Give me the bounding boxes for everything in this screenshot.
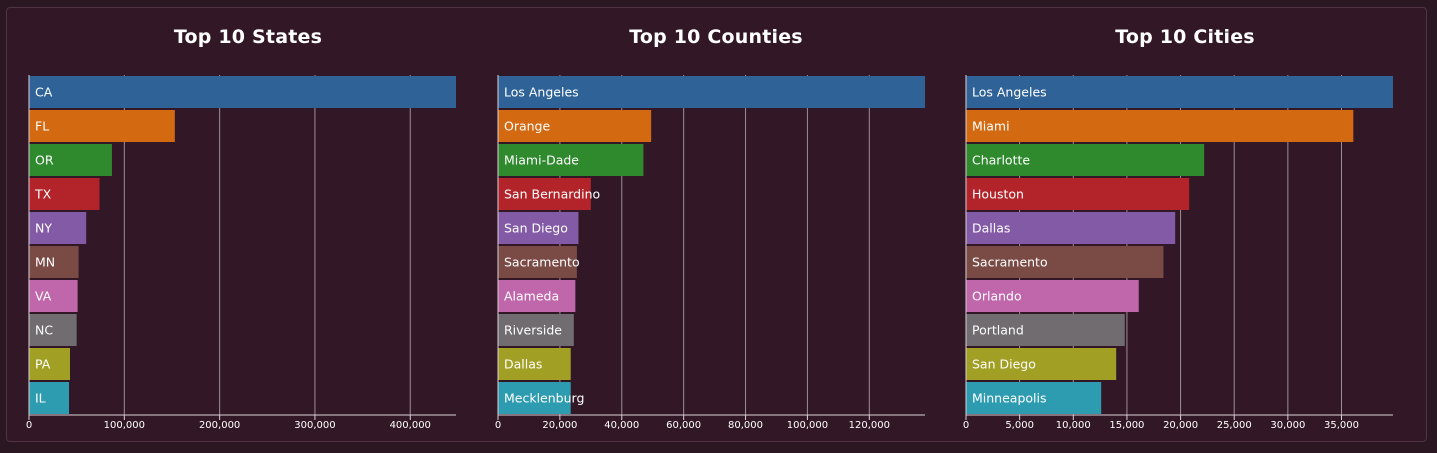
- states-bar[interactable]: [29, 212, 87, 244]
- states-bar[interactable]: [29, 280, 78, 312]
- counties-bar[interactable]: [498, 212, 579, 244]
- states-tick-label: 100,000: [104, 420, 145, 431]
- states-tick-label: 200,000: [199, 420, 240, 431]
- counties-bar[interactable]: [498, 110, 652, 142]
- cities-tick-label: 35,000: [1324, 420, 1359, 431]
- counties-bar-label: Sacramento: [504, 255, 580, 270]
- cities-bar-label: San Diego: [972, 357, 1036, 372]
- states-bar[interactable]: [29, 178, 100, 210]
- states-bar[interactable]: [29, 110, 175, 142]
- cities-tick-label: 0: [963, 420, 969, 431]
- cities-bar[interactable]: [966, 382, 1102, 414]
- counties-tick-label: 60,000: [666, 420, 701, 431]
- counties-bar-label: Los Angeles: [504, 85, 579, 100]
- cities-tick-label: 30,000: [1270, 420, 1305, 431]
- counties-bar-label: Alameda: [504, 289, 559, 304]
- counties-tick-label: 100,000: [787, 420, 828, 431]
- counties-bar-label: Dallas: [504, 357, 542, 372]
- states-bar-label: IL: [35, 391, 46, 406]
- counties-tick-label: 80,000: [728, 420, 763, 431]
- cities-bar[interactable]: [966, 314, 1125, 346]
- cities-tick-label: 5,000: [1005, 420, 1034, 431]
- states-bar[interactable]: [29, 314, 77, 346]
- states-bar[interactable]: [29, 348, 70, 380]
- cities-bar[interactable]: [966, 76, 1393, 108]
- cities-bar-label: Los Angeles: [972, 85, 1047, 100]
- states-bar-label: MN: [35, 255, 55, 270]
- cities-bar[interactable]: [966, 348, 1117, 380]
- states-bar[interactable]: [29, 76, 456, 108]
- counties-tick-label: 40,000: [604, 420, 639, 431]
- cities-bar[interactable]: [966, 110, 1354, 142]
- counties-bar[interactable]: [498, 178, 591, 210]
- states-bar-label: VA: [35, 289, 52, 304]
- cities-bar[interactable]: [966, 246, 1164, 278]
- chart-title-counties: Top 10 Counties: [629, 26, 803, 48]
- cities-bar-label: Miami: [972, 119, 1010, 134]
- counties-tick-label: 120,000: [849, 420, 890, 431]
- counties-bar[interactable]: [498, 280, 576, 312]
- counties-tick-label: 0: [495, 420, 501, 431]
- cities-bar-label: Sacramento: [972, 255, 1048, 270]
- cities-bar-label: Orlando: [972, 289, 1022, 304]
- counties-tick-label: 20,000: [542, 420, 577, 431]
- states-bar[interactable]: [29, 382, 70, 414]
- counties-bar-label: Orange: [504, 119, 550, 134]
- states-bar-label: OR: [35, 153, 54, 168]
- cities-bar[interactable]: [966, 280, 1139, 312]
- cities-tick-label: 25,000: [1217, 420, 1252, 431]
- states-bar-label: TX: [34, 187, 52, 202]
- states-tick-label: 300,000: [294, 420, 335, 431]
- counties-bar-label: San Diego: [504, 221, 568, 236]
- states-bar-label: CA: [35, 85, 53, 100]
- states-tick-label: 0: [26, 420, 32, 431]
- cities-tick-label: 10,000: [1056, 420, 1091, 431]
- cities-bar-label: Portland: [972, 323, 1024, 338]
- cities-bar-label: Minneapolis: [972, 391, 1047, 406]
- states-bar-label: PA: [35, 357, 51, 372]
- cities-bar[interactable]: [966, 144, 1205, 176]
- states-bar[interactable]: [29, 246, 79, 278]
- chart-title-states: Top 10 States: [173, 26, 323, 48]
- cities-tick-label: 20,000: [1163, 420, 1198, 431]
- chart-title-cities: Top 10 Cities: [1115, 26, 1255, 48]
- states-bar-label: FL: [35, 119, 49, 134]
- counties-bar[interactable]: [498, 246, 577, 278]
- counties-bar[interactable]: [498, 382, 571, 414]
- states-bar-label: NY: [35, 221, 52, 236]
- states-bar-label: NC: [35, 323, 53, 338]
- cities-tick-label: 15,000: [1109, 420, 1144, 431]
- counties-bar-label: Riverside: [504, 323, 562, 338]
- counties-bar-label: Mecklenburg: [504, 391, 584, 406]
- counties-bar[interactable]: [498, 348, 571, 380]
- cities-bar[interactable]: [966, 178, 1190, 210]
- cities-bar[interactable]: [966, 212, 1176, 244]
- counties-bar-label: Miami-Dade: [504, 153, 579, 168]
- cities-bar-label: Houston: [972, 187, 1024, 202]
- counties-bar-label: San Bernardino: [504, 187, 600, 202]
- states-bar[interactable]: [29, 144, 112, 176]
- cities-bar-label: Charlotte: [972, 153, 1030, 168]
- counties-bar[interactable]: [498, 76, 925, 108]
- states-tick-label: 400,000: [390, 420, 431, 431]
- counties-bar[interactable]: [498, 144, 644, 176]
- counties-bar[interactable]: [498, 314, 574, 346]
- cities-bar-label: Dallas: [972, 221, 1010, 236]
